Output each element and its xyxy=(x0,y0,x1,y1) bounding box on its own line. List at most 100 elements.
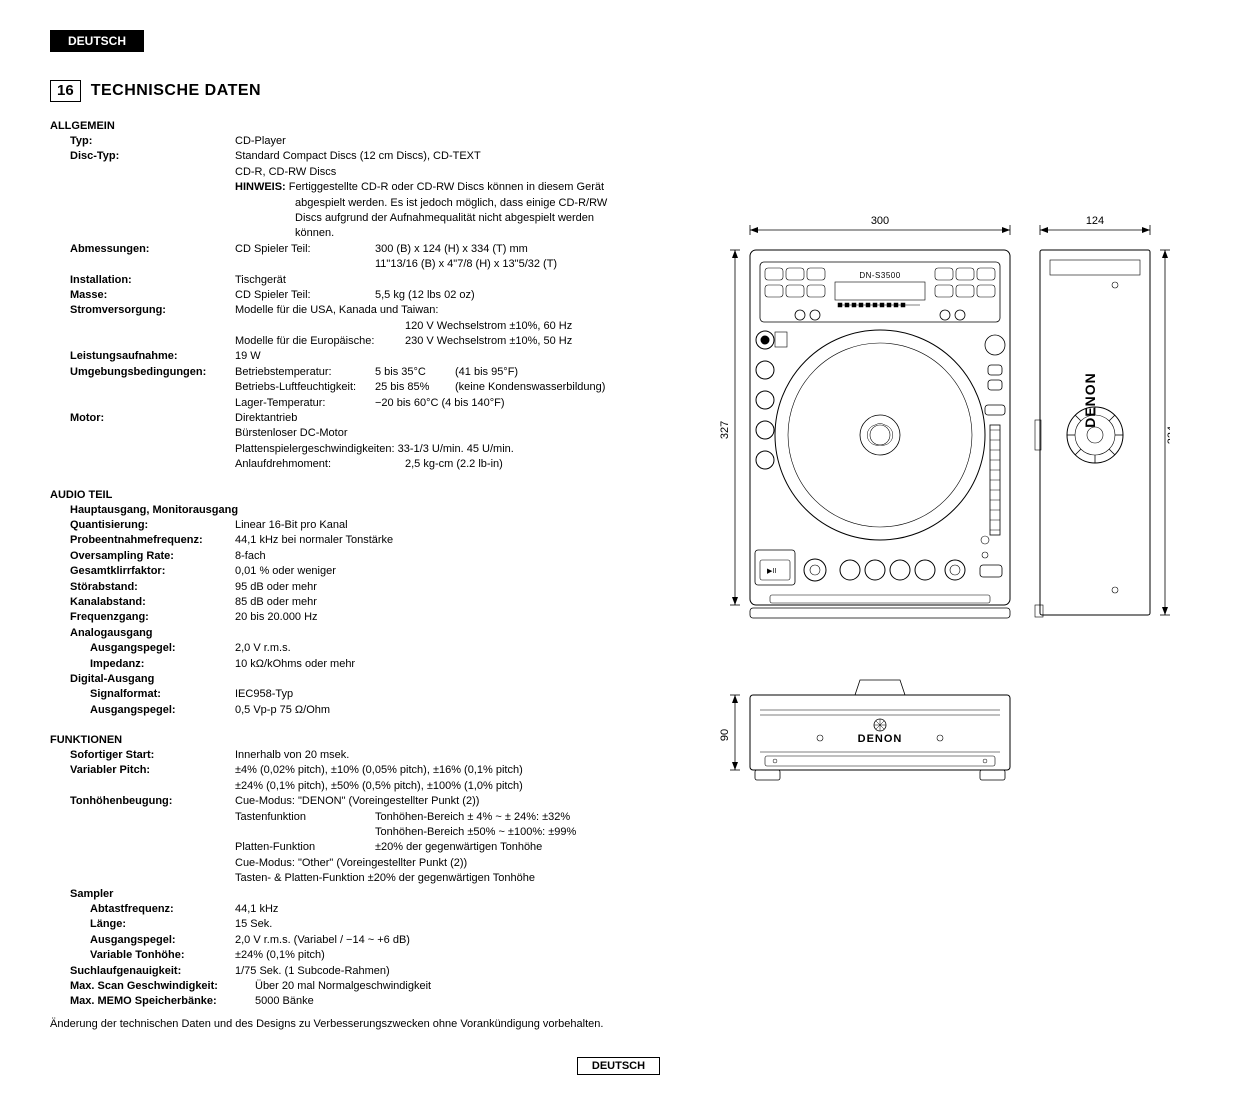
diagram-column: 300 124 327 xyxy=(720,110,1187,1030)
typ-label: Typ: xyxy=(70,134,235,149)
sampler-laenge-label: Länge: xyxy=(90,917,235,932)
probe-label: Probeentnahmefrequenz: xyxy=(70,533,235,548)
digital-sig-label: Signalformat: xyxy=(90,687,235,702)
dim-width-300: 300 xyxy=(871,215,889,227)
tonhoehe-label: Tonhöhenbeugung: xyxy=(70,794,235,886)
analog-imp-label: Impedanz: xyxy=(90,657,235,672)
freq-value: 20 bis 20.000 Hz xyxy=(235,610,690,625)
section-title: TECHNISCHE DATEN xyxy=(91,82,261,100)
disctyp-line2: CD-R, CD-RW Discs xyxy=(235,165,690,180)
over-label: Oversampling Rate: xyxy=(70,549,235,564)
hinweis-l4: können. xyxy=(235,226,690,241)
play-icon: ▶II xyxy=(767,568,776,575)
sampler-var-label: Variable Tonhöhe: xyxy=(90,948,235,963)
umg-r2a: Betriebs-Luftfeuchtigkeit: xyxy=(235,380,375,395)
klirr-value: 0,01 % oder weniger xyxy=(235,564,690,579)
disctyp-label: Disc-Typ: xyxy=(70,149,235,241)
umg-r1c: (41 bis 95°F) xyxy=(455,365,518,380)
umg-r3a: Lager-Temperatur: xyxy=(235,396,375,411)
ton-l4b: ±20% der gegenwärtigen Tonhöhe xyxy=(375,840,542,855)
sampler-pegel-label: Ausgangspegel: xyxy=(90,933,235,948)
ton-l4a: Platten-Funktion xyxy=(235,840,375,855)
installation-label: Installation: xyxy=(70,273,235,288)
sofort-label: Sofortiger Start: xyxy=(70,748,235,763)
sampler-heading: Sampler xyxy=(70,887,235,902)
motor-l2: Bürstenloser DC-Motor xyxy=(235,426,690,441)
denon-front-text: DENON xyxy=(858,733,903,745)
stoer-value: 95 dB oder mehr xyxy=(235,580,690,595)
abmessungen-l2: 11"13/16 (B) x 4"7/8 (H) x 13"5/32 (T) xyxy=(375,257,557,272)
ton-l1: Cue-Modus: "DENON" (Voreingestellter Pun… xyxy=(235,794,690,809)
allgemein-heading: ALLGEMEIN xyxy=(50,120,690,132)
umg-r1b: 5 bis 35°C xyxy=(375,365,455,380)
hinweis-l3: Discs aufgrund der Aufnahmequalität nich… xyxy=(235,211,690,226)
digital-pegel-label: Ausgangspegel: xyxy=(90,703,235,718)
dim-height-90: 90 xyxy=(720,729,731,741)
hinweis-l1: Fertiggestellte CD-R oder CD-RW Discs kö… xyxy=(289,181,604,193)
pitch-label: Variabler Pitch: xyxy=(70,763,235,794)
strom-l1: Modelle für die USA, Kanada und Taiwan: xyxy=(235,303,690,318)
installation-value: Tischgerät xyxy=(235,273,690,288)
kanal-label: Kanalabstand: xyxy=(70,595,235,610)
abmessungen-sublabel: CD Spieler Teil: xyxy=(235,242,375,257)
model-text: DN-S3500 xyxy=(859,271,900,280)
motor-l4b: 2,5 kg-cm (2.2 lb-in) xyxy=(405,457,503,472)
maxscan-label: Max. Scan Geschwindigkeit: xyxy=(70,979,255,994)
over-value: 8-fach xyxy=(235,549,690,564)
masse-value: 5,5 kg (12 lbs 02 oz) xyxy=(375,288,475,303)
umg-r2b: 25 bis 85% xyxy=(375,380,455,395)
strom-l2v: 230 V Wechselstrom ±10%, 50 Hz xyxy=(405,334,572,349)
maxmemo-value: 5000 Bänke xyxy=(255,994,690,1009)
kanal-value: 85 dB oder mehr xyxy=(235,595,690,610)
funktionen-heading: FUNKTIONEN xyxy=(50,734,690,746)
pitch-l1: ±4% (0,02% pitch), ±10% (0,05% pitch), ±… xyxy=(235,763,690,778)
abmessungen-label: Abmessungen: xyxy=(70,242,235,273)
ton-l5: Cue-Modus: "Other" (Voreingestellter Pun… xyxy=(235,856,690,871)
masse-sublabel: CD Spieler Teil: xyxy=(235,288,375,303)
digital-pegel-value: 0,5 Vp-p 75 Ω/Ohm xyxy=(235,703,690,718)
ton-l2b: Tonhöhen-Bereich ± 4% ~ ± 24%: ±32% xyxy=(375,810,570,825)
sofort-value: Innerhalb von 20 msek. xyxy=(235,748,690,763)
ton-l3b: Tonhöhen-Bereich ±50% ~ ±100%: ±99% xyxy=(375,825,576,840)
quant-label: Quantisierung: xyxy=(70,518,235,533)
language-badge-bottom-wrap: DEUTSCH xyxy=(50,1060,1187,1072)
hinweis-l2: abgespielt werden. Es ist jedoch möglich… xyxy=(235,196,690,211)
stoer-label: Störabstand: xyxy=(70,580,235,595)
digital-sig-value: IEC958-Typ xyxy=(235,687,690,702)
maxscan-value: Über 20 mal Normalgeschwindigkeit xyxy=(255,979,690,994)
motor-label: Motor: xyxy=(70,411,235,473)
sampler-laenge-value: 15 Sek. xyxy=(235,917,690,932)
analog-imp-value: 10 kΩ/kOhms oder mehr xyxy=(235,657,690,672)
ton-l2a: Tastenfunktion xyxy=(235,810,375,825)
analog-heading: Analogausgang xyxy=(70,626,235,641)
denon-side-text: DENON xyxy=(1082,372,1098,428)
motor-l1: Direktantrieb xyxy=(235,411,690,426)
ton-l6: Tasten- & Platten-Funktion ±20% der gege… xyxy=(235,871,690,886)
sampler-abtast-label: Abtastfrequenz: xyxy=(90,902,235,917)
sampler-pegel-value: 2,0 V r.m.s. (Variabel / −14 ~ +6 dB) xyxy=(235,933,690,948)
disctyp-line1: Standard Compact Discs (12 cm Discs), CD… xyxy=(235,149,690,164)
leistung-value: 19 W xyxy=(235,349,690,364)
spec-text-column: ALLGEMEIN Typ: CD-Player Disc-Typ: Stand… xyxy=(50,110,690,1030)
probe-value: 44,1 kHz bei normaler Tonstärke xyxy=(235,533,690,548)
footnote: Änderung der technischen Daten und des D… xyxy=(50,1018,690,1030)
strom-l1v: 120 V Wechselstrom ±10%, 60 Hz xyxy=(235,319,690,334)
maxmemo-label: Max. MEMO Speicherbänke: xyxy=(70,994,255,1009)
sampler-abtast-value: 44,1 kHz xyxy=(235,902,690,917)
motor-l4a: Anlaufdrehmoment: xyxy=(235,457,405,472)
haupt-heading: Hauptausgang, Monitorausgang xyxy=(70,503,370,518)
hinweis-label: HINWEIS: xyxy=(235,181,286,193)
motor-l3: Plattenspielergeschwindigkeiten: 33-1/3 … xyxy=(235,442,690,457)
sampler-var-value: ±24% (0,1% pitch) xyxy=(235,948,690,963)
umg-r3b: −20 bis 60°C (4 bis 140°F) xyxy=(375,396,505,411)
dim-depth-124: 124 xyxy=(1086,215,1104,227)
umgebung-label: Umgebungsbedingungen: xyxy=(70,365,235,411)
audio-heading: AUDIO TEIL xyxy=(50,489,690,501)
dim-height-334: 334 xyxy=(1166,426,1170,444)
umg-r2c: (keine Kondenswasserbildung) xyxy=(455,380,605,395)
language-badge-top: DEUTSCH xyxy=(50,30,144,52)
klirr-label: Gesamtklirrfaktor: xyxy=(70,564,235,579)
strom-l2: Modelle für die Europäische: xyxy=(235,334,405,349)
section-number: 16 xyxy=(50,80,81,102)
front-view-diagram: 90 DENON xyxy=(720,670,1187,790)
